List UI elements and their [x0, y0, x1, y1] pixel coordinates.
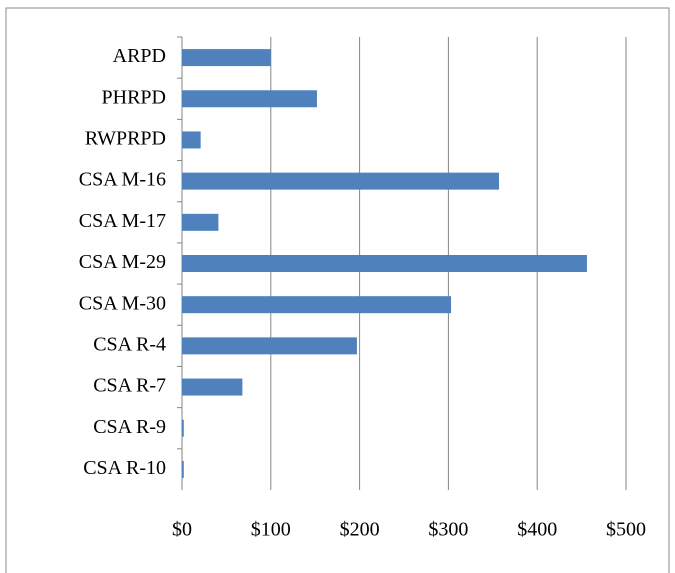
y-tick-label: CSA M-17 — [79, 210, 166, 232]
y-tick-label: CSA M-29 — [79, 251, 166, 273]
y-tick-label: CSA R-10 — [83, 457, 166, 479]
x-tick-label: $300 — [428, 519, 468, 541]
y-tick-label: CSA R-7 — [93, 375, 166, 397]
bar — [182, 131, 201, 149]
y-tick-label: CSA R-9 — [93, 416, 166, 438]
bar — [182, 213, 219, 231]
x-tick-label: $500 — [606, 519, 646, 541]
bar — [182, 337, 357, 355]
bar — [182, 255, 587, 272]
x-tick-label: $400 — [517, 519, 557, 541]
y-tick-label: CSA M-16 — [79, 169, 166, 191]
chart-border — [5, 7, 670, 573]
x-tick-label: $0 — [172, 519, 192, 541]
bar — [182, 172, 500, 190]
bar — [182, 296, 452, 314]
y-tick-label: ARPD — [113, 45, 166, 67]
bar — [182, 460, 184, 478]
y-tick-label: PHRPD — [102, 86, 166, 108]
bar — [182, 378, 243, 396]
x-tick-label: $100 — [251, 519, 291, 541]
y-tick-label: CSA R-4 — [93, 333, 166, 355]
bar — [182, 90, 317, 108]
x-tick-label: $200 — [340, 519, 380, 541]
y-tick-label: RWPRPD — [85, 128, 166, 150]
bar — [182, 419, 184, 437]
bar — [182, 49, 271, 67]
y-tick-label: CSA M-30 — [79, 292, 166, 314]
